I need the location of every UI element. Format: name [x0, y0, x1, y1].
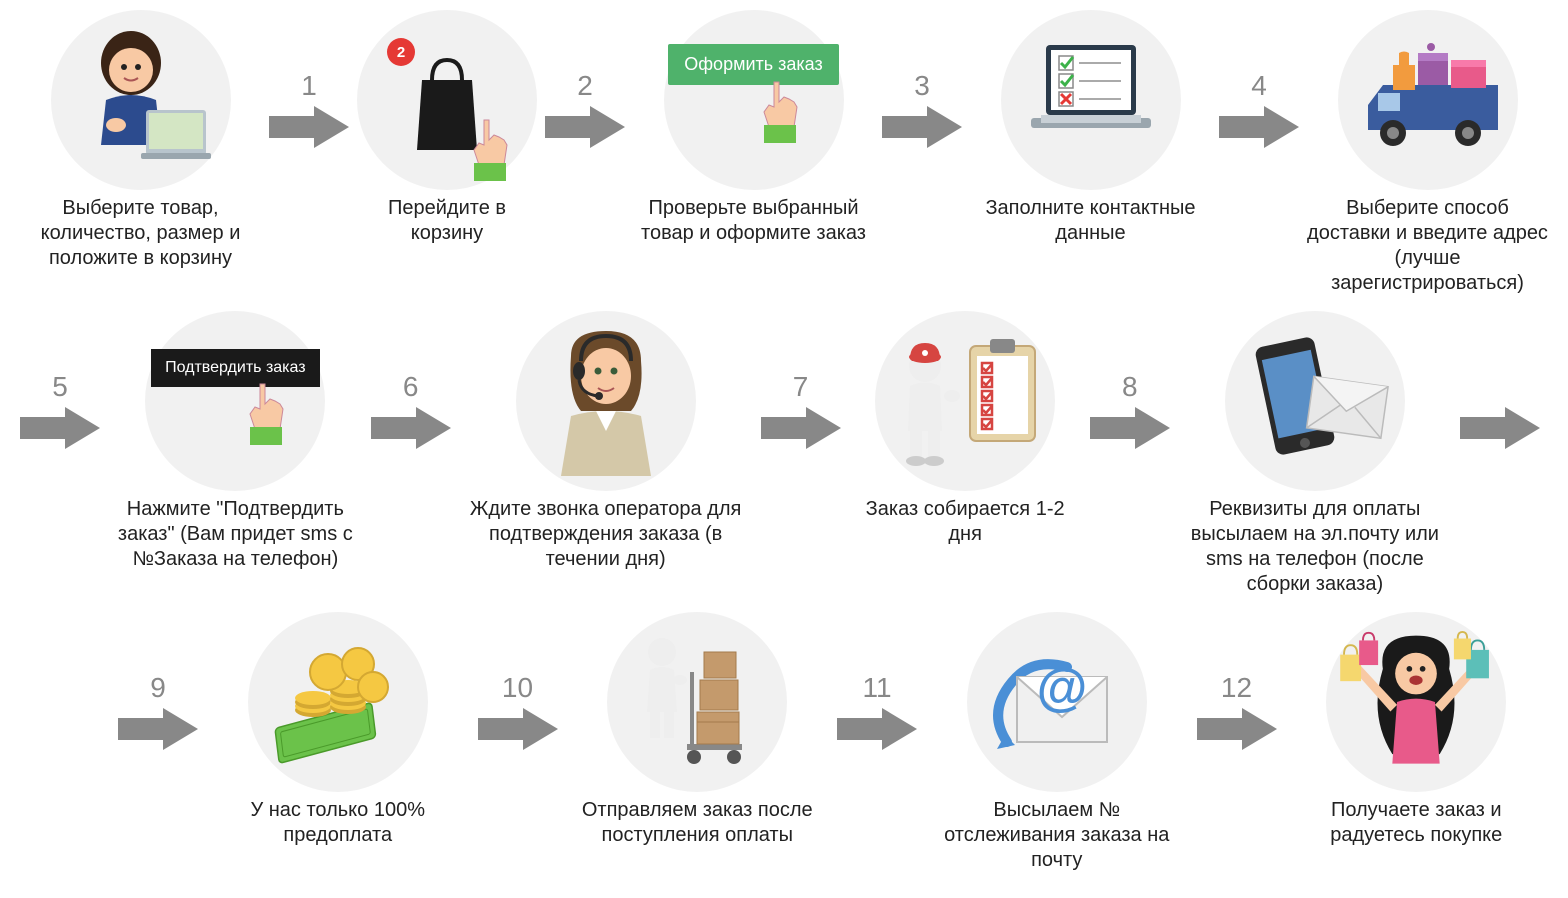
step-caption: Заполните контактные данные	[970, 196, 1211, 246]
arrow-end-2: .	[1460, 311, 1540, 449]
step-2: Оформить заказ Проверьте выбранный товар…	[633, 10, 874, 246]
arrow-7: 7	[761, 311, 841, 449]
step-10: Отправляем заказ после поступления оплат…	[566, 612, 830, 848]
step-5: Подтвердить заказ Нажмите "Подтвердить з…	[108, 311, 363, 572]
arrow-6: 6	[371, 311, 451, 449]
step-3: Заполните контактные данные	[970, 10, 1211, 246]
step-number: 7	[793, 371, 809, 403]
arrow-10: 10	[478, 612, 558, 750]
step-caption: Перейдите в корзину	[357, 196, 537, 246]
step-number: 4	[1251, 70, 1267, 102]
step-caption: Выберите товар, количество, размер и пол…	[20, 196, 261, 271]
operator-icon	[516, 311, 696, 491]
step-11: @ Высылаем № отслеживания заказа на почт…	[925, 612, 1189, 873]
row-1: Выберите товар, количество, размер и пол…	[20, 10, 1548, 296]
step-caption: Проверьте выбранный товар и оформите зак…	[633, 196, 874, 246]
step-6: Ждите звонка оператора для подтверждения…	[459, 311, 753, 572]
step-8: Реквизиты для оплаты высылаем на эл.почт…	[1178, 311, 1452, 597]
worker-clipboard-icon	[875, 311, 1055, 491]
arrow-1: 1	[269, 10, 349, 148]
step-number: 1	[301, 70, 317, 102]
coins-icon	[248, 612, 428, 792]
step-number: 5	[52, 371, 68, 403]
step-number: 9	[150, 672, 166, 704]
step-caption: Высылаем № отслеживания заказа на почту	[925, 798, 1189, 873]
step-caption: Реквизиты для оплаты высылаем на эл.почт…	[1178, 497, 1452, 597]
step-caption: Нажмите "Подтвердить заказ" (Вам придет …	[108, 497, 363, 572]
order-button-icon: Оформить заказ	[664, 10, 844, 190]
arrow-12: 12	[1197, 612, 1277, 750]
row-3: 9 У нас только	[20, 612, 1548, 873]
phone-envelope-icon	[1225, 311, 1405, 491]
step-number: 8	[1122, 371, 1138, 403]
svg-text:@: @	[1036, 659, 1087, 717]
step-caption: Выберите способ доставки и введите адрес…	[1307, 196, 1548, 296]
arrow-2: 2	[545, 10, 625, 148]
step-4: Выберите способ доставки и введите адрес…	[1307, 10, 1548, 296]
infographic-container: Выберите товар, количество, размер и пол…	[0, 0, 1568, 898]
step-caption: У нас только 100% предоплата	[206, 798, 470, 848]
arrow-11: 11	[837, 612, 917, 750]
step-1: 2 Перейдите в корзину	[357, 10, 537, 246]
step-caption: Заказ собирается 1-2 дня	[849, 497, 1082, 547]
step-caption: Получаете заказ и радуетесь покупке	[1285, 798, 1549, 848]
shopping-bag-icon: 2	[357, 10, 537, 190]
step-number: 11	[862, 672, 891, 704]
arrow-8: 8	[1090, 311, 1170, 449]
happy-woman-icon	[1326, 612, 1506, 792]
step-caption: Ждите звонка оператора для подтверждения…	[459, 497, 753, 572]
step-number: 3	[914, 70, 930, 102]
hand-pointer-icon	[749, 77, 809, 157]
step-12: Получаете заказ и радуетесь покупке	[1285, 612, 1549, 848]
row-2: 5 Подтвердить заказ Нажмите "Подтвердить…	[20, 311, 1548, 597]
arrow-9: 9	[118, 612, 198, 750]
hand-pointer-icon	[235, 379, 295, 454]
confirm-button-icon: Подтвердить заказ	[145, 311, 325, 491]
arrow-3: 3	[882, 10, 962, 148]
arrow-5: 5	[20, 311, 100, 449]
arrow-4: 4	[1219, 10, 1299, 148]
step-0: Выберите товар, количество, размер и пол…	[20, 10, 261, 271]
hand-pointer-icon	[459, 115, 519, 185]
email-at-icon: @	[967, 612, 1147, 792]
step-caption: Отправляем заказ после поступления оплат…	[566, 798, 830, 848]
cart-badge: 2	[387, 38, 415, 66]
delivery-truck-icon	[1338, 10, 1518, 190]
laptop-checklist-icon	[1001, 10, 1181, 190]
step-number: 6	[403, 371, 419, 403]
step-9: У нас только 100% предоплата	[206, 612, 470, 848]
step-number: 12	[1221, 672, 1252, 704]
woman-laptop-icon	[51, 10, 231, 190]
step-number: 2	[577, 70, 593, 102]
step-number: 10	[502, 672, 533, 704]
step-7: Заказ собирается 1-2 дня	[849, 311, 1082, 547]
shipping-boxes-icon	[607, 612, 787, 792]
